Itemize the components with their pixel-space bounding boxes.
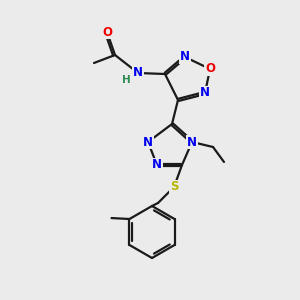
Text: H: H [122, 75, 130, 85]
Text: N: N [187, 136, 197, 148]
Text: N: N [180, 50, 190, 64]
Text: N: N [152, 158, 162, 172]
Text: N: N [200, 86, 210, 100]
Text: S: S [170, 181, 178, 194]
Text: O: O [205, 62, 215, 76]
Text: O: O [102, 26, 112, 38]
Text: N: N [143, 136, 153, 148]
Text: N: N [133, 67, 143, 80]
